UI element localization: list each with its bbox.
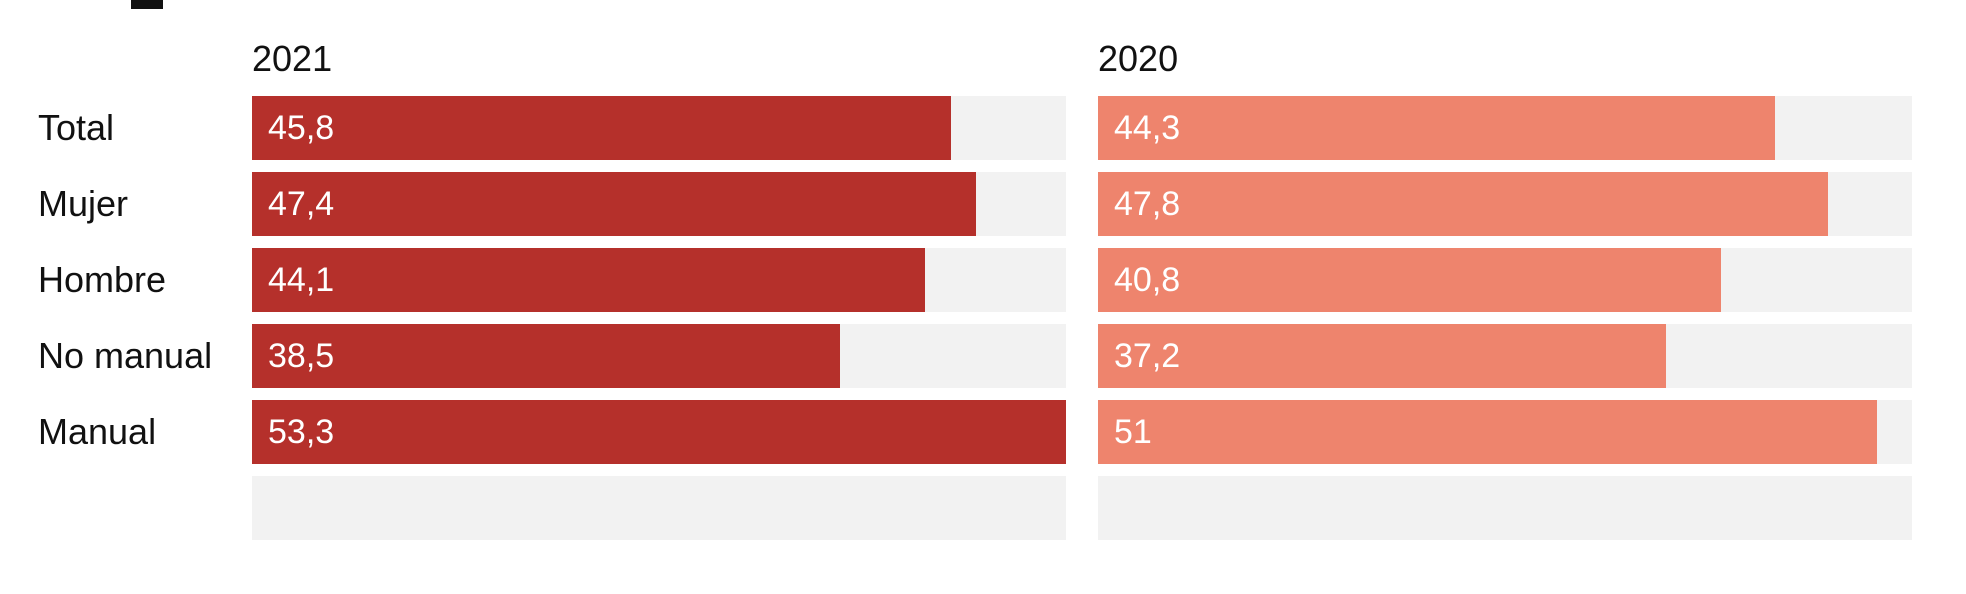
data-label: 47,8	[1114, 185, 1181, 223]
bar	[252, 324, 840, 388]
header-fragment	[131, 0, 163, 9]
bar-track: 47,8	[1098, 172, 1912, 236]
data-label: 37,2	[1114, 337, 1181, 375]
bar	[252, 96, 952, 160]
bar-track: 47,4	[252, 172, 1066, 236]
category-label: Manual	[38, 411, 157, 452]
data-label: 38,5	[268, 337, 335, 375]
data-label: 45,8	[268, 109, 335, 147]
data-label: 53,3	[268, 413, 335, 451]
data-label: 40,8	[1114, 261, 1181, 299]
category-label: No manual	[38, 335, 213, 376]
data-label: 51	[1114, 413, 1152, 451]
bar	[252, 248, 926, 312]
category-label: Hombre	[38, 259, 167, 300]
bar-track	[252, 476, 1066, 540]
bar-track	[1098, 476, 1912, 540]
category-label: Mujer	[38, 183, 129, 224]
bar-track: 53,3	[252, 400, 1066, 464]
bar-track: 44,3	[1098, 96, 1912, 160]
bar	[1098, 172, 1828, 236]
bar-track: 45,8	[252, 96, 1066, 160]
bar	[252, 400, 1066, 464]
bar-track: 38,5	[252, 324, 1066, 388]
bar-track: 40,8	[1098, 248, 1912, 312]
bar	[1098, 96, 1775, 160]
bar	[1098, 248, 1722, 312]
bar-track: 51	[1098, 400, 1912, 464]
data-label: 47,4	[268, 185, 335, 223]
bar	[1098, 400, 1877, 464]
bar-track: 44,1	[252, 248, 1066, 312]
bar	[252, 172, 976, 236]
panel-title: 2020	[1098, 38, 1179, 79]
data-label: 44,3	[1114, 109, 1181, 147]
bar	[1098, 324, 1667, 388]
category-label: Total	[38, 107, 115, 148]
data-label: 44,1	[268, 261, 335, 299]
panel-title: 2021	[252, 38, 333, 79]
bar-track: 37,2	[1098, 324, 1912, 388]
